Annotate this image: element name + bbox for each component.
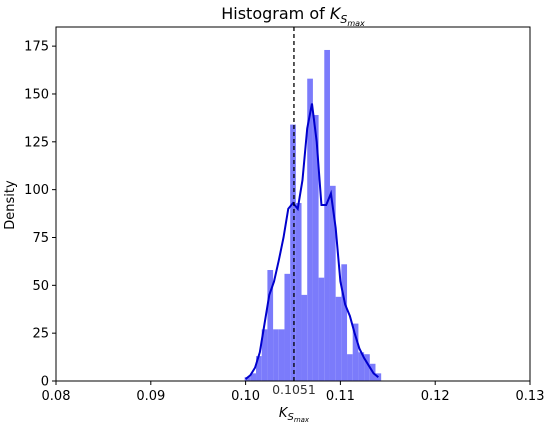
histogram-bar <box>273 329 279 381</box>
y-tick-label: 75 <box>32 231 49 246</box>
histogram-bar <box>256 356 262 381</box>
histogram-bar <box>250 373 257 381</box>
kde-curve <box>244 103 379 380</box>
x-axis-label-subsubscript: max <box>294 416 310 424</box>
y-tick-label: 0 <box>41 375 49 390</box>
histogram-bar <box>329 185 336 381</box>
histogram-bar <box>341 264 348 381</box>
histogram-bar <box>278 329 285 381</box>
x-tick-label: 0.10 <box>231 389 260 404</box>
histogram-bar <box>244 377 251 381</box>
x-tick-label: 0.13 <box>516 389 545 404</box>
chart-title-text: Histogram of <box>221 4 330 23</box>
x-tick-label: 0.11 <box>326 389 355 404</box>
chart-title-subsubscript: max <box>347 19 365 28</box>
histogram-bars <box>244 49 382 382</box>
plot-frame <box>55 26 531 382</box>
y-tick-label: 175 <box>24 40 49 55</box>
histogram-bar <box>290 124 296 381</box>
histogram-bar <box>312 115 319 382</box>
reference-line-label: 0.1051 <box>272 382 316 397</box>
x-axis-label-symbol: K <box>279 406 289 421</box>
y-tick-label: 50 <box>32 279 49 294</box>
histogram-bar <box>347 354 353 381</box>
x-tick-label: 0.12 <box>421 389 450 404</box>
y-tick-label: 100 <box>24 183 49 198</box>
histogram-bar <box>267 270 274 381</box>
histogram-bar <box>284 273 291 381</box>
chart-title-subscript: S <box>340 13 347 26</box>
histogram-bar <box>307 78 313 381</box>
histogram-bar <box>335 296 342 381</box>
y-axis-ticks: 0 25 50 75 100 125 150 175 <box>24 40 56 390</box>
x-axis-label-subscript: S <box>287 412 294 423</box>
histogram-bar <box>301 294 308 381</box>
histogram-bar <box>375 373 382 381</box>
y-axis-label: Density <box>3 180 18 230</box>
x-tick-label: 0.09 <box>136 389 165 404</box>
x-tick-label: 0.08 <box>42 389 71 404</box>
y-tick-label: 150 <box>24 87 49 102</box>
y-tick-label: 125 <box>24 135 49 150</box>
x-axis-label: KSmax <box>279 406 310 424</box>
y-tick-label: 25 <box>32 327 49 342</box>
histogram-bar <box>364 354 370 381</box>
histogram-bar <box>352 323 359 381</box>
histogram-bar <box>358 352 365 381</box>
histogram-bar <box>324 49 330 382</box>
histogram-bar <box>261 329 268 381</box>
x-axis-ticks: 0.08 0.09 0.10 0.11 0.12 0.13 <box>42 381 545 404</box>
histogram-bar <box>318 277 325 381</box>
histogram-bar <box>295 203 302 381</box>
chart-title-symbol: K <box>330 4 342 23</box>
chart-title: Histogram of KSmax <box>221 4 365 28</box>
